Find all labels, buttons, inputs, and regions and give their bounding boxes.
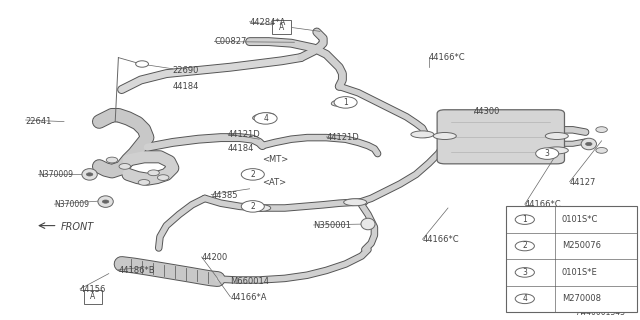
Ellipse shape <box>545 147 568 154</box>
Text: C00827: C00827 <box>214 37 247 46</box>
Ellipse shape <box>581 138 596 150</box>
Text: 22641: 22641 <box>26 117 52 126</box>
Text: 44200: 44200 <box>202 253 228 262</box>
Text: 44166*C: 44166*C <box>525 200 561 209</box>
Circle shape <box>241 169 264 180</box>
Text: M660014: M660014 <box>230 277 269 286</box>
Text: A: A <box>90 292 95 301</box>
Circle shape <box>596 148 607 153</box>
Ellipse shape <box>545 132 568 140</box>
Text: N350001: N350001 <box>314 221 351 230</box>
Circle shape <box>86 173 93 176</box>
Text: 44186*B: 44186*B <box>118 266 155 275</box>
Circle shape <box>586 142 592 146</box>
Text: 44156: 44156 <box>80 285 106 294</box>
Circle shape <box>596 127 607 132</box>
Text: 44166*C: 44166*C <box>422 236 459 244</box>
Text: 1: 1 <box>522 215 527 224</box>
Ellipse shape <box>253 113 275 121</box>
Circle shape <box>536 148 559 159</box>
Text: 0101S*C: 0101S*C <box>562 215 598 224</box>
Text: 2: 2 <box>250 170 255 179</box>
FancyBboxPatch shape <box>273 20 291 34</box>
Ellipse shape <box>344 199 367 206</box>
FancyBboxPatch shape <box>83 290 102 304</box>
Circle shape <box>106 157 118 163</box>
Text: 44121D: 44121D <box>227 130 260 139</box>
Circle shape <box>515 241 534 251</box>
Ellipse shape <box>433 132 456 140</box>
Ellipse shape <box>98 196 113 207</box>
Text: M250076: M250076 <box>562 242 601 251</box>
Circle shape <box>515 268 534 277</box>
Text: 2: 2 <box>250 202 255 211</box>
Circle shape <box>515 215 534 224</box>
Ellipse shape <box>248 204 271 212</box>
Circle shape <box>254 113 277 124</box>
Text: 44184: 44184 <box>173 82 199 91</box>
Circle shape <box>157 175 169 180</box>
Text: N370009: N370009 <box>54 200 90 209</box>
Circle shape <box>515 294 534 304</box>
Circle shape <box>148 170 159 176</box>
Text: 44166*A: 44166*A <box>230 293 267 302</box>
Text: <AT>: <AT> <box>262 178 287 187</box>
Text: 44166*C: 44166*C <box>429 53 465 62</box>
Text: A: A <box>279 23 284 32</box>
Bar <box>506 206 637 312</box>
Circle shape <box>102 200 109 203</box>
Text: 44184: 44184 <box>227 144 253 153</box>
Text: N370009: N370009 <box>38 170 74 179</box>
Text: 3: 3 <box>522 268 527 277</box>
Text: 4: 4 <box>522 294 527 303</box>
Text: M270008: M270008 <box>562 294 601 303</box>
Text: 1: 1 <box>343 98 348 107</box>
Text: 3: 3 <box>545 149 550 158</box>
Circle shape <box>136 61 148 67</box>
Ellipse shape <box>82 169 97 180</box>
Text: 44284*A: 44284*A <box>250 18 286 27</box>
Text: 4: 4 <box>263 114 268 123</box>
Ellipse shape <box>411 131 434 138</box>
Text: 22690: 22690 <box>173 66 199 75</box>
Circle shape <box>119 164 131 169</box>
Text: 2: 2 <box>522 242 527 251</box>
Text: 44300: 44300 <box>474 108 500 116</box>
Text: 44121D: 44121D <box>326 133 359 142</box>
Text: 44127: 44127 <box>570 178 596 187</box>
FancyBboxPatch shape <box>437 110 564 164</box>
Text: FRONT: FRONT <box>61 222 94 232</box>
Ellipse shape <box>361 218 375 230</box>
Circle shape <box>334 97 357 108</box>
Text: 44385: 44385 <box>211 191 237 200</box>
Text: <MT>: <MT> <box>262 156 289 164</box>
Text: A440001343: A440001343 <box>577 308 626 317</box>
Circle shape <box>138 180 150 185</box>
Text: 0101S*E: 0101S*E <box>562 268 598 277</box>
Ellipse shape <box>332 99 353 106</box>
Circle shape <box>241 201 264 212</box>
